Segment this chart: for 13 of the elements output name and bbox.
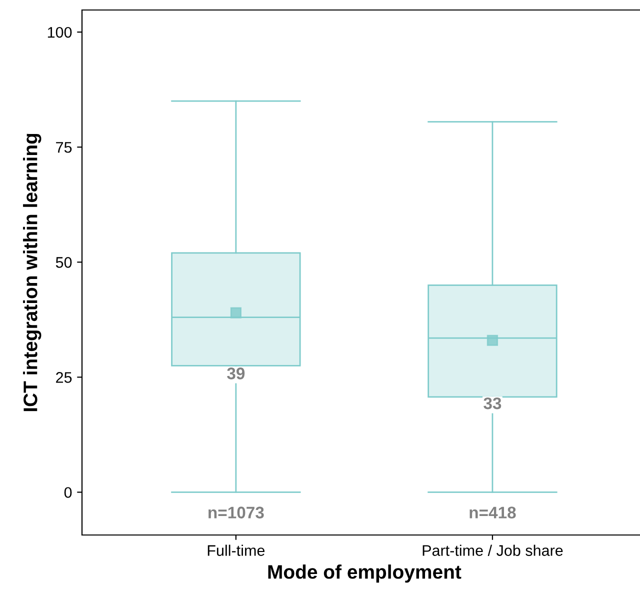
y-tick-label: 100	[48, 26, 72, 38]
annotation: n=1073	[208, 506, 264, 518]
x-axis-title: Mode of employment	[268, 564, 462, 583]
annotation: 39	[227, 368, 245, 380]
y-tick-label: 75	[56, 142, 72, 153]
y-tick-label: 25	[56, 372, 72, 383]
annotation: n=418	[470, 506, 516, 518]
y-tick-label: 0	[64, 487, 72, 498]
y-tick-label: 50	[56, 257, 72, 268]
annotation: 33	[484, 397, 502, 410]
x-tick-label: Full-time	[208, 544, 265, 556]
x-tick-label: Part-time / Job share	[422, 544, 563, 556]
y-axis-title: ICT integration within learning	[23, 134, 42, 412]
